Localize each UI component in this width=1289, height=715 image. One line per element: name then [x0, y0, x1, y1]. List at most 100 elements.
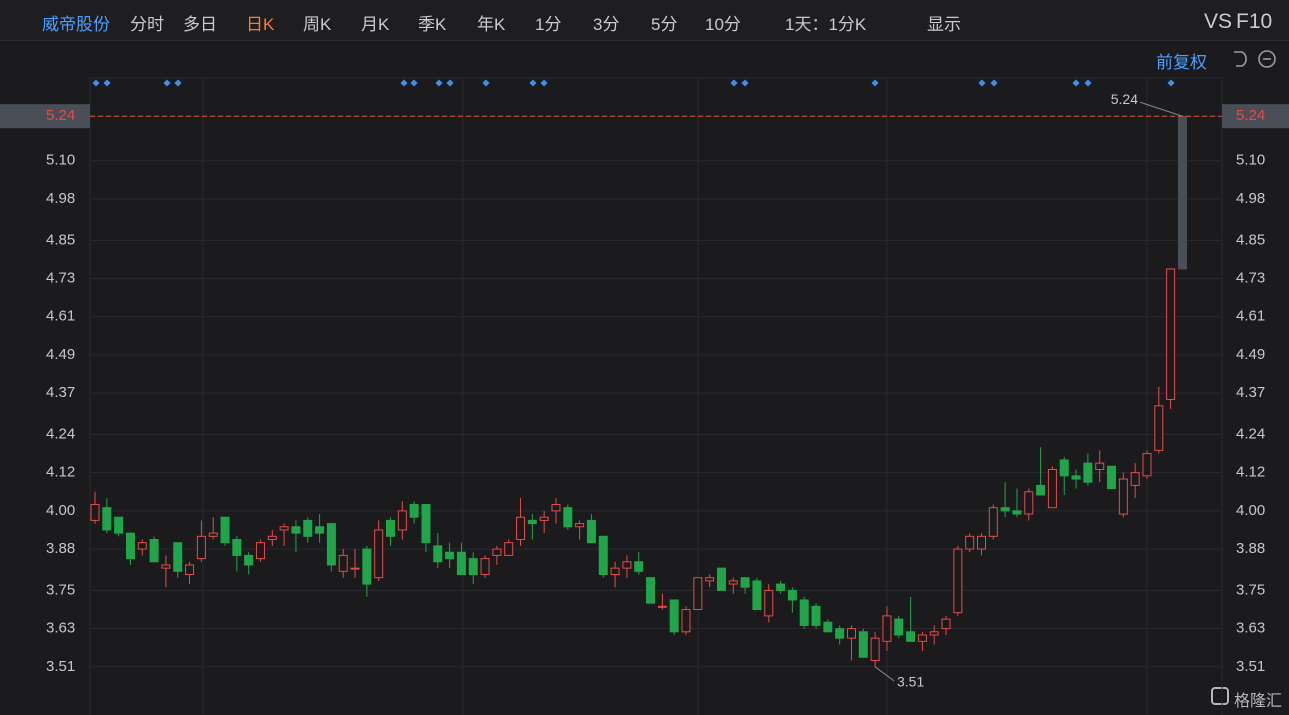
high-pointer: [1139, 101, 1183, 117]
event-marker: [871, 79, 879, 87]
y-tick-label: 4.00: [46, 502, 75, 519]
candle-body: [255, 542, 265, 560]
candle-body: [764, 589, 774, 617]
f10-button[interactable]: F10: [1236, 10, 1273, 33]
candle-body: [267, 535, 277, 540]
y-tick-label: 4.85: [46, 231, 75, 248]
event-marker: [400, 79, 408, 87]
period-tab[interactable]: 1分: [535, 15, 562, 34]
zoom-out-icon[interactable]: [1258, 50, 1276, 68]
y-tick-label: 3.75: [46, 581, 75, 598]
candle-body: [1000, 507, 1010, 512]
period-tab[interactable]: 多日: [183, 15, 217, 34]
candle-body: [303, 519, 313, 537]
period-tab[interactable]: 季K: [418, 15, 447, 34]
event-marker: [103, 79, 111, 87]
period-tab[interactable]: 周K: [303, 15, 332, 34]
period-tab[interactable]: 3分: [593, 15, 620, 34]
candle-body: [705, 577, 715, 582]
candle-body: [1059, 459, 1069, 477]
candle-body: [882, 615, 892, 642]
high-annotation: 5.24: [1111, 91, 1138, 107]
y2-tick-label: 3.51: [1236, 658, 1265, 675]
candle-body: [137, 542, 147, 550]
y-tick-label: 4.49: [46, 346, 75, 363]
candle-body: [894, 618, 904, 636]
period-tab[interactable]: 日K: [246, 15, 275, 34]
y2-tick-label: 4.49: [1236, 346, 1265, 363]
candle-body: [823, 621, 833, 633]
candle-body: [456, 551, 466, 576]
candle-body: [598, 535, 608, 576]
candle-body: [870, 637, 880, 661]
event-marker: [92, 79, 100, 87]
price-tag-bg: [0, 104, 90, 129]
candle-body: [634, 561, 644, 572]
y-tick-label: 3.88: [46, 540, 75, 557]
candle-body: [539, 516, 549, 521]
low-pointer: [874, 666, 895, 682]
candle-body: [752, 580, 762, 611]
price-tag: 5.24: [1236, 107, 1265, 124]
period-tab[interactable]: 分时: [130, 15, 164, 34]
candle-body: [374, 529, 384, 579]
candle-body: [965, 535, 975, 550]
period-tab[interactable]: 月K: [361, 15, 390, 34]
candle-body: [291, 526, 301, 534]
stock-name[interactable]: 威帝股份: [42, 15, 110, 34]
candle-body: [1154, 405, 1164, 451]
candle-body: [941, 618, 951, 630]
y-tick-label: 5.10: [46, 152, 75, 169]
y-tick-label: 4.37: [46, 384, 75, 401]
adjust-button[interactable]: 前复权: [1156, 53, 1207, 72]
candle-body: [208, 532, 218, 537]
candle-body: [551, 503, 561, 512]
y2-tick-label: 4.24: [1236, 425, 1265, 442]
candle-body: [173, 542, 183, 572]
event-marker: [174, 79, 182, 87]
candle-body: [646, 577, 656, 604]
candle-body: [716, 567, 726, 591]
interval-select[interactable]: 1天：1分K: [785, 15, 867, 34]
candle-body: [1142, 453, 1152, 477]
candle-body: [1118, 478, 1128, 515]
watermark: 格隆汇: [1234, 693, 1283, 710]
candle-body: [977, 535, 986, 550]
candle-body: [421, 503, 431, 544]
event-marker: [741, 79, 749, 87]
candle-body: [1166, 268, 1176, 400]
y2-tick-label: 3.75: [1236, 581, 1265, 598]
candle-body: [846, 628, 856, 639]
period-tab[interactable]: 5分: [651, 15, 678, 34]
period-tab[interactable]: 年K: [477, 15, 506, 34]
y-tick-label: 3.63: [46, 620, 75, 637]
candle-body: [610, 567, 620, 576]
display-menu[interactable]: 显示: [927, 15, 961, 34]
candle-body: [1083, 462, 1093, 483]
candle-body: [1012, 510, 1022, 515]
candle-body: [468, 558, 478, 576]
candle-body: [326, 523, 336, 566]
candle-body: [988, 507, 998, 537]
candle-body: [1047, 468, 1057, 509]
event-marker: [529, 79, 537, 87]
y2-tick-label: 4.12: [1236, 464, 1265, 481]
candle-body: [433, 545, 443, 563]
candle-body: [917, 634, 927, 642]
candle-body: [1107, 465, 1117, 490]
period-tab[interactable]: 10分: [705, 15, 741, 34]
candle-body: [1036, 484, 1046, 496]
candle-body: [811, 605, 821, 626]
y2-tick-label: 4.00: [1236, 502, 1265, 519]
vs-button[interactable]: VS: [1204, 10, 1233, 33]
y2-tick-label: 4.98: [1236, 190, 1265, 207]
price-tag-bg: [1222, 104, 1289, 129]
background: [0, 41, 1289, 715]
candle-body: [350, 567, 360, 570]
y2-tick-label: 3.63: [1236, 620, 1265, 637]
y-tick-label: 4.24: [46, 425, 75, 442]
y-tick-label: 4.73: [46, 269, 75, 286]
event-marker: [410, 79, 418, 87]
undo-icon[interactable]: [1234, 51, 1247, 67]
candle-body: [386, 519, 395, 537]
